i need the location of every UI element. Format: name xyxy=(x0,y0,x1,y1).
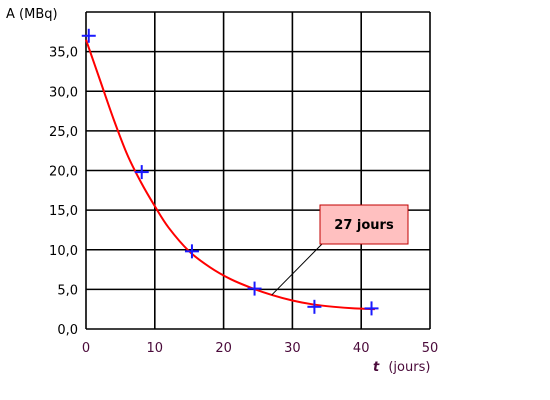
x-tick-label: 40 xyxy=(353,341,370,356)
y-tick-label: 5,0 xyxy=(57,283,78,298)
x-tick-label: 30 xyxy=(284,341,301,356)
y-tick-labels: 0,0 5,0 10,0 15,0 20,0 25,0 30,0 35,0 xyxy=(49,46,78,338)
x-tick-label: 0 xyxy=(82,341,90,356)
y-axis-label: A (MBq) xyxy=(6,7,58,22)
data-points xyxy=(81,28,379,316)
x-axis-label: t (jours) xyxy=(373,360,430,375)
data-point-marker xyxy=(184,244,199,259)
fit-curve-line xyxy=(85,39,375,311)
y-tick-label: 25,0 xyxy=(49,125,78,140)
x-tick-labels: 0 10 20 30 40 50 xyxy=(82,341,438,356)
data-point-marker xyxy=(134,165,149,180)
x-axis-variable: t xyxy=(373,360,380,375)
y-tick-label: 15,0 xyxy=(49,204,78,219)
y-tick-label: 10,0 xyxy=(49,244,78,259)
grid xyxy=(85,11,431,330)
x-axis-unit: (jours) xyxy=(388,360,430,375)
annotation-label: 27 jours xyxy=(334,218,394,233)
annotation-pointer-line xyxy=(271,243,323,296)
y-tick-label: 20,0 xyxy=(49,165,78,180)
annotation: 27 jours xyxy=(271,204,409,296)
y-tick-label: 0,0 xyxy=(57,323,78,338)
x-tick-label: 50 xyxy=(422,341,439,356)
data-point-marker xyxy=(81,28,96,43)
y-tick-label: 30,0 xyxy=(49,85,78,100)
data-point-marker xyxy=(307,299,322,314)
x-tick-label: 10 xyxy=(147,341,164,356)
x-tick-label: 20 xyxy=(215,341,232,356)
data-point-marker xyxy=(247,281,262,296)
fit-curve xyxy=(85,39,375,311)
annotation-box xyxy=(319,204,409,245)
y-tick-label: 35,0 xyxy=(49,46,78,61)
data-point-marker xyxy=(364,301,379,316)
